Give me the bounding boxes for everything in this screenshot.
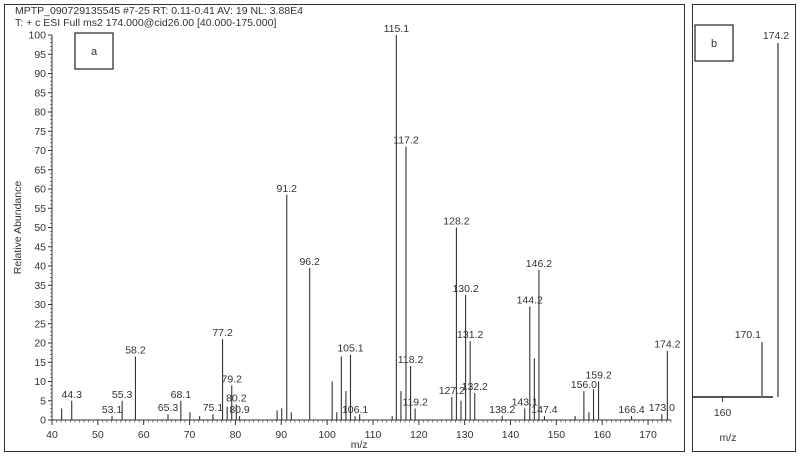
x-tick-label: 150 [548, 429, 566, 441]
peak-label-80.2: 80.2 [226, 393, 247, 405]
x-tick-label: 120 [410, 429, 428, 441]
peak-label-55.3: 55.3 [112, 389, 133, 401]
x-tick-label: 50 [92, 429, 104, 441]
peak-label-96.2: 96.2 [299, 256, 320, 268]
y-tick-label: 40 [34, 261, 46, 273]
spectrum-panel-b: b 160 m/z 170.1 174.2 [692, 4, 796, 452]
x-tick-label: 60 [138, 429, 150, 441]
x-tick-label-b: 160 [714, 407, 732, 419]
panel-label-b: b [711, 38, 717, 50]
x-axis-label: m/z [351, 439, 368, 451]
y-tick-label: 15 [34, 357, 46, 369]
y-tick-label: 95 [34, 49, 46, 61]
x-tick-label: 100 [318, 429, 336, 441]
peak-label-174.2: 174.2 [654, 339, 680, 351]
x-tick-label: 90 [275, 429, 287, 441]
y-tick-label: 80 [34, 107, 46, 119]
peak-label-80.9: 80.9 [229, 404, 250, 416]
scan-header-line2: T: + c ESI Full ms2 174.000@cid26.00 [40… [15, 17, 277, 29]
panel-label-box-b [694, 24, 734, 62]
peak-label-44.3: 44.3 [61, 389, 82, 401]
panel-label: a [91, 46, 98, 58]
peak-label-130.2: 130.2 [452, 283, 478, 295]
peak-label-115.1: 115.1 [384, 23, 410, 35]
y-tick-label: 30 [34, 299, 46, 311]
y-axis-label: Relative Abundance [12, 181, 24, 275]
peak-label-b-174.2: 174.2 [763, 30, 789, 42]
y-tick-label: 5 [40, 395, 46, 407]
peak-label-65.3: 65.3 [158, 402, 179, 414]
y-tick-label: 75 [34, 126, 46, 138]
peak-label-119.2: 119.2 [402, 396, 428, 408]
peak-label-118.2: 118.2 [398, 354, 424, 366]
y-tick-label: 0 [40, 415, 46, 427]
y-tick-label: 90 [34, 68, 46, 80]
y-tick-label: 60 [34, 184, 46, 196]
peak-label-173: 173.0 [649, 402, 675, 414]
x-axis-label-b: m/z [720, 432, 737, 444]
x-tick-label: 70 [184, 429, 196, 441]
y-tick-label: 35 [34, 280, 46, 292]
peak-label-146.2: 146.2 [526, 258, 552, 270]
peak-label-53.1: 53.1 [102, 404, 123, 416]
peak-label-127.2: 127.2 [439, 385, 465, 397]
y-tick-label: 25 [34, 318, 46, 330]
peak-label-159.2: 159.2 [585, 370, 611, 382]
peak-label-131.2: 131.2 [457, 329, 483, 341]
peak-label-68.1: 68.1 [171, 389, 192, 401]
peak-label-143.1: 143.1 [512, 396, 538, 408]
y-tick-label: 70 [34, 145, 46, 157]
panel-label-box [74, 32, 114, 70]
y-tick-label: 20 [34, 338, 46, 350]
y-tick-label: 10 [34, 376, 46, 388]
spectrum-panel-a: MPTP_090729135545 #7-25 RT: 0.11-0.41 AV… [4, 4, 685, 452]
peak-label-128.2: 128.2 [443, 216, 469, 228]
spectrum-a-plot: a 0 5 10 15 20 25 30 35 40 45 50 55 60 65 70 75 80 85 90 95 1… [12, 23, 681, 451]
peak-label-166.4: 166.4 [618, 404, 644, 416]
x-tick-label: 170 [639, 429, 657, 441]
x-tick-label: 130 [456, 429, 474, 441]
x-tick-label: 140 [502, 429, 520, 441]
y-tick-label: 100 [28, 30, 46, 42]
x-tick-label: 80 [230, 429, 242, 441]
peak-label-77.2: 77.2 [212, 327, 233, 339]
x-tick-label: 110 [365, 429, 382, 441]
peak-label-58.2: 58.2 [125, 344, 146, 356]
y-tick-label: 65 [34, 164, 46, 176]
peak-label-138.2: 138.2 [489, 404, 515, 416]
peak-label-b-170.1: 170.1 [735, 329, 761, 341]
y-tick-label: 50 [34, 222, 46, 234]
peak-label-156: 156.0 [571, 379, 597, 391]
spectrum-b-plot: b 160 m/z 170.1 174.2 [693, 24, 789, 444]
peak-label-147.4: 147.4 [531, 404, 557, 416]
y-tick-label: 85 [34, 87, 46, 99]
peak-label-106.1: 106.1 [342, 404, 368, 416]
peak-label-91.2: 91.2 [277, 183, 298, 195]
peak-label-117.2: 117.2 [393, 135, 419, 147]
scan-header-line1: MPTP_090729135545 #7-25 RT: 0.11-0.41 AV… [15, 5, 303, 17]
peak-label-75.1: 75.1 [203, 402, 224, 414]
peak-label-144.2: 144.2 [517, 294, 543, 306]
y-tick-label: 55 [34, 203, 46, 215]
peak-label-132.2: 132.2 [462, 381, 488, 393]
x-tick-label: 40 [46, 429, 58, 441]
peak-label-105.1: 105.1 [337, 343, 363, 355]
peak-label-79.2: 79.2 [222, 373, 243, 385]
x-tick-label: 160 [593, 429, 611, 441]
y-tick-label: 45 [34, 241, 46, 253]
